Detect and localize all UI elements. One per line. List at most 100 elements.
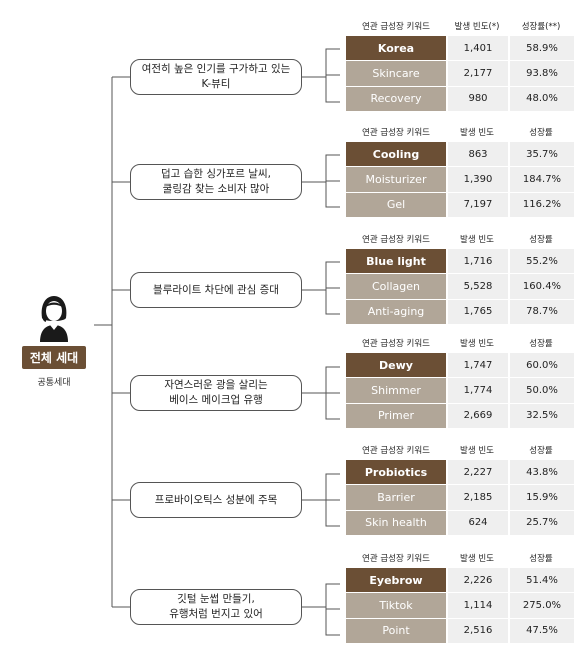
keyword-cell: Recovery — [346, 86, 446, 112]
keyword-cell: Anti-aging — [346, 299, 446, 325]
header-frequency: 발생 빈도 — [460, 446, 494, 456]
table-row: Recovery 980 48.0% — [346, 86, 574, 112]
table-header: 연관 급성장 키워드 발생 빈도(*) 성장률(**) — [346, 16, 574, 36]
keyword-table-2: 연관 급성장 키워드 발생 빈도 성장률 Cooling 863 35.7% M… — [346, 122, 574, 218]
header-frequency: 발생 빈도(*) — [454, 22, 500, 32]
header-growth: 성장률 — [529, 128, 553, 138]
table-row: Moisturizer 1,390 184.7% — [346, 167, 574, 193]
frequency-cell: 1,716 — [446, 249, 508, 275]
growth-cell: 32.5% — [508, 403, 574, 429]
growth-cell: 58.9% — [508, 36, 574, 62]
frequency-cell: 863 — [446, 142, 508, 168]
keyword-cell: Blue light — [346, 249, 446, 275]
table-row: Anti-aging 1,765 78.7% — [346, 299, 574, 325]
table-row: Probiotics 2,227 43.8% — [346, 460, 574, 486]
header-keyword: 연관 급성장 키워드 — [362, 128, 430, 138]
table-row: Point 2,516 47.5% — [346, 618, 574, 644]
growth-cell: 51.4% — [508, 568, 574, 594]
keyword-cell: Collagen — [346, 274, 446, 300]
persona-sublabel: 공통세대 — [37, 378, 71, 388]
keyword-table-6: 연관 급성장 키워드 발생 빈도 성장률 Eyebrow 2,226 51.4%… — [346, 548, 574, 644]
header-keyword: 연관 급성장 키워드 — [362, 554, 430, 564]
growth-cell: 275.0% — [508, 593, 574, 619]
bracket-2 — [302, 154, 340, 208]
table-row: Skincare 2,177 93.8% — [346, 61, 574, 87]
header-growth: 성장률 — [529, 554, 553, 564]
table-header: 연관 급성장 키워드 발생 빈도 성장률 — [346, 122, 574, 142]
keyword-cell: Skincare — [346, 61, 446, 87]
table-header: 연관 급성장 키워드 발생 빈도 성장률 — [346, 440, 574, 460]
persona: 전체 세대 공통세대 — [14, 292, 94, 388]
topic-box-1: 여전히 높은 인기를 구가하고 있는 K-뷰티 — [130, 59, 302, 95]
growth-cell: 43.8% — [508, 460, 574, 486]
topic-box-3: 블루라이트 차단에 관심 증대 — [130, 272, 302, 308]
keyword-table-5: 연관 급성장 키워드 발생 빈도 성장률 Probiotics 2,227 43… — [346, 440, 574, 536]
table-header: 연관 급성장 키워드 발생 빈도 성장률 — [346, 229, 574, 249]
frequency-cell: 980 — [446, 86, 508, 112]
frequency-cell: 2,177 — [446, 61, 508, 87]
table-row: Tiktok 1,114 275.0% — [346, 593, 574, 619]
frequency-cell: 2,516 — [446, 618, 508, 644]
keyword-cell: Barrier — [346, 485, 446, 511]
frequency-cell: 2,185 — [446, 485, 508, 511]
growth-cell: 25.7% — [508, 510, 574, 536]
frequency-cell: 1,401 — [446, 36, 508, 62]
bracket-4 — [302, 366, 340, 420]
header-keyword: 연관 급성장 키워드 — [362, 235, 430, 245]
persona-label: 전체 세대 — [21, 346, 87, 369]
table-row: Blue light 1,716 55.2% — [346, 249, 574, 275]
bracket-1 — [302, 48, 340, 103]
growth-cell: 160.4% — [508, 274, 574, 300]
keyword-table-4: 연관 급성장 키워드 발생 빈도 성장률 Dewy 1,747 60.0% Sh… — [346, 333, 574, 429]
growth-cell: 15.9% — [508, 485, 574, 511]
header-growth: 성장률 — [529, 339, 553, 349]
frequency-cell: 5,528 — [446, 274, 508, 300]
topic-box-2: 덥고 습한 싱가포르 날씨, 쿨링감 찾는 소비자 많아 — [130, 164, 302, 200]
growth-cell: 60.0% — [508, 353, 574, 379]
bracket-5 — [302, 473, 340, 527]
bracket-6 — [302, 583, 340, 636]
growth-cell: 93.8% — [508, 61, 574, 87]
keyword-cell: Eyebrow — [346, 568, 446, 594]
header-growth: 성장률 — [529, 446, 553, 456]
table-row: Barrier 2,185 15.9% — [346, 485, 574, 511]
table-row: Shimmer 1,774 50.0% — [346, 378, 574, 404]
keyword-cell: Korea — [346, 36, 446, 62]
keyword-cell: Shimmer — [346, 378, 446, 404]
growth-cell: 47.5% — [508, 618, 574, 644]
keyword-cell: Moisturizer — [346, 167, 446, 193]
frequency-cell: 1,765 — [446, 299, 508, 325]
topic-box-5: 프로바이오틱스 성분에 주목 — [130, 482, 302, 518]
growth-cell: 48.0% — [508, 86, 574, 112]
table-row: Gel 7,197 116.2% — [346, 192, 574, 218]
keyword-cell: Tiktok — [346, 593, 446, 619]
keyword-cell: Cooling — [346, 142, 446, 168]
keyword-cell: Skin health — [346, 510, 446, 536]
keyword-table-3: 연관 급성장 키워드 발생 빈도 성장률 Blue light 1,716 55… — [346, 229, 574, 325]
table-row: Cooling 863 35.7% — [346, 142, 574, 168]
growth-cell: 184.7% — [508, 167, 574, 193]
growth-cell: 78.7% — [508, 299, 574, 325]
table-header: 연관 급성장 키워드 발생 빈도 성장률 — [346, 548, 574, 568]
table-header: 연관 급성장 키워드 발생 빈도 성장률 — [346, 333, 574, 353]
frequency-cell: 1,774 — [446, 378, 508, 404]
topic-box-4: 자연스러운 광을 살리는 베이스 메이크업 유행 — [130, 375, 302, 411]
keyword-cell: Dewy — [346, 353, 446, 379]
table-row: Skin health 624 25.7% — [346, 510, 574, 536]
keyword-cell: Point — [346, 618, 446, 644]
header-frequency: 발생 빈도 — [460, 554, 494, 564]
header-frequency: 발생 빈도 — [460, 339, 494, 349]
growth-cell: 116.2% — [508, 192, 574, 218]
bracket-3 — [302, 261, 340, 315]
header-growth: 성장률 — [529, 235, 553, 245]
table-row: Primer 2,669 32.5% — [346, 403, 574, 429]
keyword-cell: Primer — [346, 403, 446, 429]
table-row: Korea 1,401 58.9% — [346, 36, 574, 62]
frequency-cell: 1,390 — [446, 167, 508, 193]
table-row: Dewy 1,747 60.0% — [346, 353, 574, 379]
table-row: Eyebrow 2,226 51.4% — [346, 568, 574, 594]
frequency-cell: 1,114 — [446, 593, 508, 619]
frequency-cell: 2,227 — [446, 460, 508, 486]
topic-box-6: 깃털 눈썹 만들기, 유행처럼 번지고 있어 — [130, 589, 302, 625]
